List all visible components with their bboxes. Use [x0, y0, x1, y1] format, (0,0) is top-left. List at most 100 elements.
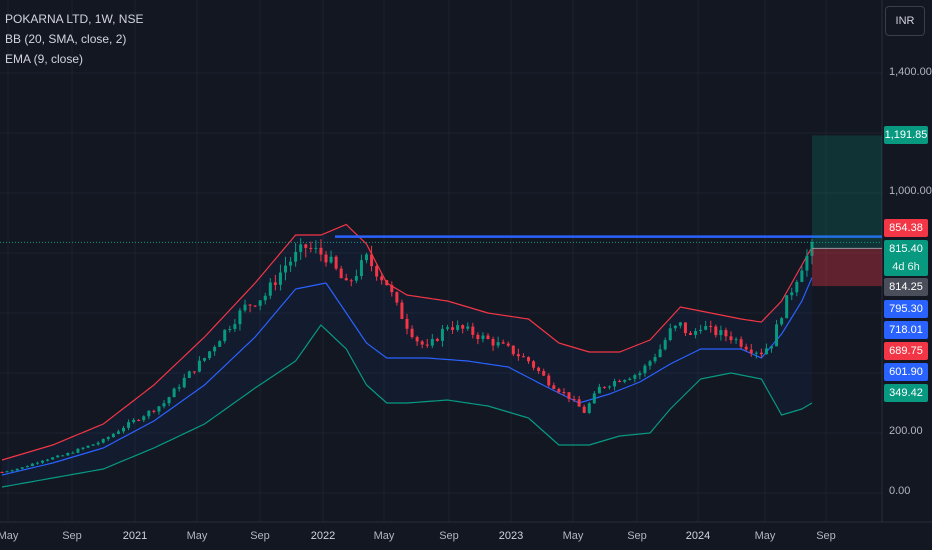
- price-tag-level: 795.30: [884, 300, 928, 318]
- candle-body: [668, 328, 672, 341]
- stop-zone: [812, 248, 882, 287]
- candle-body: [481, 335, 485, 340]
- candle-body: [780, 318, 784, 325]
- candle-body: [203, 358, 206, 361]
- price-tag-target: 1,191.85: [884, 126, 928, 144]
- candle-body: [167, 397, 171, 404]
- candle-body: [116, 431, 120, 434]
- candle-body: [359, 260, 363, 277]
- price-tag-entry: 814.25: [884, 278, 928, 296]
- candle-body: [653, 357, 657, 362]
- candle-body: [557, 388, 561, 393]
- candle-body: [405, 318, 409, 329]
- candle-body: [30, 463, 34, 467]
- y-tick-label: 200.00: [889, 425, 923, 437]
- candle-body: [157, 406, 161, 412]
- candle-body: [395, 292, 399, 303]
- candle-body: [354, 276, 358, 281]
- candle-body: [349, 280, 353, 282]
- candle-body: [111, 433, 115, 438]
- candle-body: [699, 329, 703, 332]
- candle-body: [582, 406, 586, 413]
- candle-body: [223, 329, 227, 342]
- candle-body: [187, 371, 191, 378]
- price-tag-last: 815.40 4d 6h: [884, 240, 928, 276]
- candle-body: [46, 459, 50, 461]
- candle-body: [10, 470, 14, 472]
- candle-body: [314, 247, 318, 249]
- candle-body: [476, 334, 480, 340]
- currency-button[interactable]: INR: [885, 6, 925, 36]
- candle-body: [532, 361, 536, 368]
- candle-body: [587, 403, 591, 413]
- candle-body: [365, 254, 368, 261]
- x-tick-label: Sep: [250, 530, 270, 542]
- x-tick-label: May: [562, 530, 584, 542]
- candle-body: [729, 336, 733, 341]
- candle-body: [643, 365, 647, 374]
- candle-body: [294, 251, 298, 262]
- bb-upper-line: [1, 223, 813, 461]
- candle-body: [20, 467, 24, 469]
- candle-body: [339, 268, 343, 279]
- candle-body: [491, 338, 495, 346]
- candle-body: [152, 410, 156, 412]
- candle-body: [577, 399, 581, 407]
- candle-body: [800, 270, 804, 282]
- candle-body: [248, 304, 252, 306]
- candle-body: [390, 285, 394, 293]
- candle-body: [76, 448, 80, 453]
- ema-indicator-label[interactable]: EMA (9, close): [5, 52, 84, 66]
- candle-body: [805, 255, 809, 271]
- candle-body: [658, 349, 662, 358]
- bb-indicator-label[interactable]: BB (20, SMA, close, 2): [5, 32, 127, 46]
- candle-body: [638, 373, 642, 376]
- candle-body: [213, 346, 217, 352]
- candle-body: [724, 330, 728, 337]
- candle-body: [61, 455, 65, 457]
- candle-body: [324, 254, 328, 263]
- candle-body: [253, 305, 257, 307]
- candle-body: [775, 324, 779, 347]
- candle-body: [192, 371, 196, 373]
- candle-body: [278, 272, 282, 285]
- x-tick-label: Sep: [62, 530, 82, 542]
- candle-body: [435, 338, 439, 341]
- candle-body: [770, 346, 773, 349]
- candle-body: [754, 352, 758, 354]
- candle-body: [749, 349, 753, 354]
- candle-body: [127, 422, 131, 428]
- candle-body: [451, 327, 455, 330]
- candle-body: [461, 325, 465, 329]
- candle-body: [415, 337, 419, 342]
- y-tick-label: 1,000.00: [889, 185, 932, 197]
- candle-body: [284, 265, 287, 273]
- candle-body: [334, 256, 338, 269]
- candle-body: [663, 340, 667, 350]
- candle-body: [602, 386, 606, 388]
- bb-band-fill: [2, 224, 812, 487]
- candle-body: [562, 392, 566, 394]
- candle-body: [633, 375, 637, 379]
- candle-body: [506, 343, 510, 346]
- candle-body: [71, 452, 75, 454]
- candle-body: [375, 266, 379, 277]
- candle-body: [678, 322, 682, 326]
- candle-body: [380, 276, 384, 281]
- candle-body: [648, 361, 652, 366]
- candle-body: [623, 379, 627, 382]
- candle-body: [147, 410, 151, 417]
- candle-body: [785, 295, 789, 319]
- symbol-title[interactable]: POKARNA LTD, 1W, NSE: [5, 12, 144, 26]
- x-tick-label: 2021: [122, 530, 148, 542]
- candle-body: [496, 342, 500, 346]
- candle-body: [446, 327, 449, 329]
- candle-body: [182, 377, 186, 388]
- x-tick-label: 2022: [310, 530, 336, 542]
- candle-body: [521, 356, 525, 358]
- candle-body: [501, 342, 505, 344]
- candle-body: [344, 278, 348, 281]
- candle-body: [218, 341, 222, 347]
- candle-body: [106, 437, 110, 440]
